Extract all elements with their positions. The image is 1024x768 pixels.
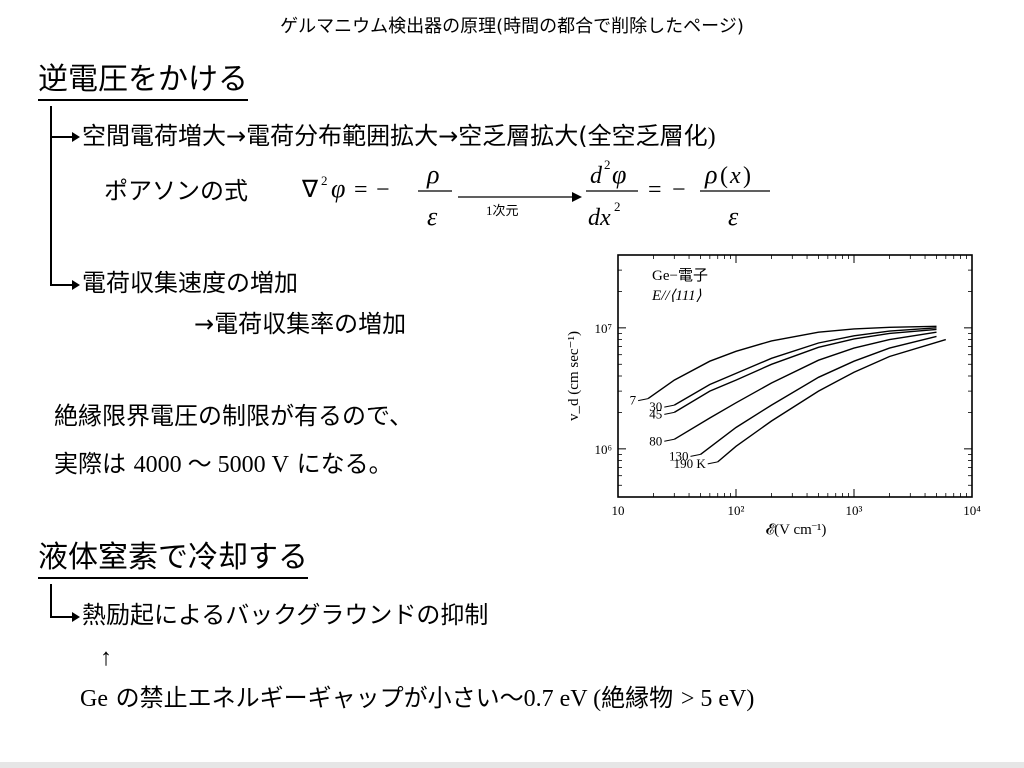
formula-step-label: 1次元 (486, 203, 519, 218)
legend-title: Ge−電子 (652, 267, 708, 284)
collection-rate-line: →電荷収集率の増加 (194, 310, 407, 338)
thermal-excitation-line: 熱励起によるバックグラウンドの抑制 (82, 601, 489, 629)
y-tick-label: 10⁶ (594, 442, 612, 457)
arrow-right-icon (72, 280, 80, 290)
series-label: 30 (649, 399, 662, 414)
section-heading-cooling: 液体窒素で冷却する (38, 540, 308, 579)
series-leader (664, 438, 675, 442)
arrow-right-icon (72, 132, 80, 142)
x-tick-label: 10 (612, 503, 625, 518)
series-label: 190 K (674, 456, 707, 471)
svg-text:2: 2 (614, 199, 621, 214)
svg-text:−: − (376, 177, 390, 203)
section-heading-reverse-voltage: 逆電圧をかける (38, 62, 248, 101)
up-arrow-icon: ↑ (100, 645, 112, 671)
series-label: 7 (630, 393, 637, 408)
svg-text:2: 2 (321, 173, 328, 188)
series-leader (664, 404, 675, 408)
tree-connector-horizontal (50, 136, 72, 138)
tree-connector-horizontal (50, 616, 72, 618)
svg-text:ρ: ρ (426, 160, 439, 189)
series-line-45 (673, 328, 937, 414)
series-line-80 (673, 331, 937, 440)
x-axis-label: 𝓔(V cm⁻¹) (766, 522, 827, 538)
series-label: 45 (649, 406, 662, 421)
x-tick-label: 10³ (846, 503, 863, 518)
nabla-symbol: ∇ (301, 177, 319, 203)
tree-connector-vertical (50, 106, 52, 284)
svg-text:φ: φ (612, 160, 626, 189)
svg-text:d: d (590, 163, 603, 189)
series-label: 130 (669, 448, 689, 463)
series-label: 80 (649, 433, 662, 448)
svg-text:dx: dx (588, 205, 611, 231)
svg-text:=: = (354, 177, 368, 203)
arrow-right-icon (72, 612, 80, 622)
series-leader (664, 411, 675, 415)
page-title: ゲルマニウム検出器の原理(時間の都合で削除したページ) (280, 16, 744, 37)
svg-text:ε: ε (728, 202, 739, 231)
y-axis-label: v_d (cm sec⁻¹) (566, 331, 582, 421)
svg-text:=: = (648, 177, 662, 203)
y-tick-label: 10⁷ (594, 321, 612, 336)
series-leader (638, 398, 649, 402)
x-tick-label: 10⁴ (963, 503, 981, 518)
x-tick-label: 10² (728, 503, 745, 518)
svg-text:(: ( (720, 163, 728, 189)
series-leader (690, 453, 701, 457)
series-line-7 (647, 325, 937, 400)
svg-text:x: x (729, 163, 741, 189)
series-line-190K (717, 338, 947, 463)
legend-direction: E//⟨111⟩ (651, 288, 702, 304)
footer-bar (0, 762, 1024, 768)
tree-connector-vertical (50, 584, 52, 616)
actual-voltage-line: 実際は 4000 〜 5000 V になる。 (54, 450, 393, 478)
space-charge-line: 空間電荷増大→電荷分布範囲拡大→空乏層拡大(全空乏層化) (82, 122, 716, 150)
collection-speed-line: 電荷収集速度の増加 (82, 269, 298, 297)
series-leader (707, 461, 718, 465)
svg-text:ε: ε (427, 202, 438, 231)
tree-connector-horizontal (50, 284, 72, 286)
svg-text:ρ: ρ (704, 160, 717, 189)
svg-text:−: − (672, 177, 686, 203)
insulation-limit-line: 絶縁限界電圧の制限が有るので、 (54, 402, 414, 430)
series-line-130 (700, 335, 937, 455)
band-gap-line: Ge の禁止エネルギーギャップが小さい〜0.7 eV (絶縁物 > 5 eV) (80, 684, 755, 712)
svg-text:φ: φ (331, 174, 345, 203)
svg-text:2: 2 (604, 157, 611, 172)
series-line-30 (673, 327, 937, 406)
poisson-equation: ∇ 2 φ = − ρ ε 1次元 d 2 φ dx 2 = − ρ ( x )… (301, 157, 770, 231)
arrow-right-icon (572, 192, 582, 202)
poisson-label: ポアソンの式 (104, 177, 248, 205)
svg-text:): ) (743, 163, 751, 189)
